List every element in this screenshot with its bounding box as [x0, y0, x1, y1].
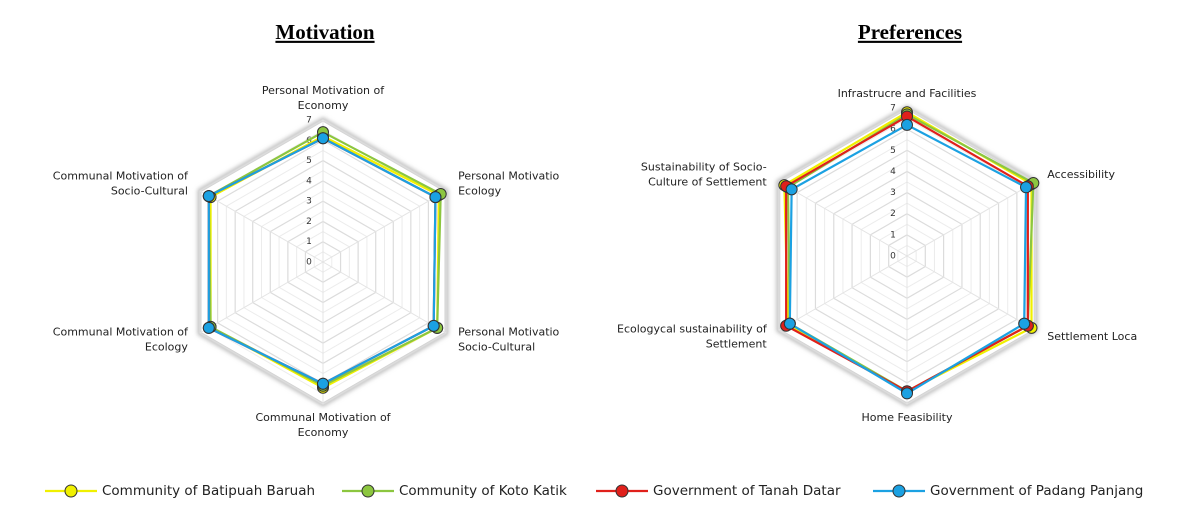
- marker: [785, 183, 798, 196]
- r-tick-label: 4: [890, 167, 896, 177]
- r-tick-label: 1: [306, 237, 312, 247]
- axis-label: Settlement: [706, 338, 768, 351]
- spoke: [778, 255, 908, 331]
- chart-title: Motivation: [275, 20, 374, 44]
- r-tick-label: 6: [890, 125, 896, 135]
- r-tick-label: 2: [890, 209, 896, 219]
- axis-label: Settlement Loca: [1047, 330, 1137, 343]
- marker: [429, 191, 442, 204]
- axis-label: Personal Motivatio: [458, 170, 559, 183]
- axis-label: Socio-Cultural: [111, 185, 188, 198]
- spoke: [322, 190, 447, 263]
- marker: [202, 321, 215, 334]
- legend-text: Government of Padang Panjang: [930, 483, 1143, 499]
- r-tick-label: 0: [306, 258, 312, 268]
- marker: [202, 190, 215, 203]
- chart-title: Preferences: [858, 20, 962, 44]
- r-tick-label: 3: [890, 188, 896, 198]
- spoke: [199, 190, 324, 263]
- spoke: [778, 181, 908, 257]
- r-tick-label: 0: [890, 252, 896, 262]
- axis-label: Communal Motivation of: [53, 170, 189, 183]
- marker: [317, 377, 329, 390]
- legend-marker: [892, 484, 906, 498]
- axis-label: Ecology: [458, 185, 501, 198]
- marker: [783, 317, 796, 330]
- axis-label: Socio-Cultural: [458, 341, 535, 354]
- axis-label: Accessibility: [1047, 168, 1115, 181]
- r-tick-label: 5: [306, 156, 312, 166]
- spoke: [906, 181, 1036, 257]
- axis-label: Infrastrucre and Facilities: [838, 87, 977, 100]
- legend-text: Government of Tanah Datar: [653, 483, 841, 499]
- axis-label: Economy: [298, 426, 349, 439]
- marker: [1018, 317, 1031, 330]
- marker: [901, 118, 913, 131]
- axis-label: Personal Motivation of: [262, 84, 385, 97]
- r-tick-label: 7: [890, 104, 896, 114]
- legend-marker: [361, 484, 375, 498]
- r-tick-label: 4: [306, 176, 312, 186]
- spoke: [906, 255, 1036, 331]
- axis-label: Culture of Settlement: [648, 176, 767, 189]
- axis-label: Ecologycal sustainability of: [617, 323, 768, 336]
- axis-label: Communal Motivation of: [255, 411, 391, 424]
- legend-marker: [64, 484, 78, 498]
- r-tick-label: 7: [306, 116, 312, 126]
- axis-label: Sustainability of Socio-: [641, 161, 767, 174]
- axis-label: Ecology: [145, 341, 188, 354]
- legend-marker: [615, 484, 629, 498]
- marker: [901, 387, 913, 400]
- r-tick-label: 2: [306, 217, 312, 227]
- axis-label: Economy: [298, 99, 349, 112]
- axis-label: Home Feasibility: [862, 411, 953, 424]
- spoke: [322, 261, 447, 334]
- r-tick-label: 5: [890, 146, 896, 156]
- legend-text: Community of Batipuah Baruah: [102, 483, 315, 499]
- spoke: [199, 261, 324, 334]
- marker: [317, 132, 329, 145]
- axis-label: Personal Motivatio: [458, 326, 559, 339]
- marker: [1020, 181, 1033, 194]
- legend-text: Community of Koto Katik: [399, 483, 567, 499]
- marker: [427, 319, 440, 332]
- r-tick-label: 1: [890, 230, 896, 240]
- r-tick-label: 3: [306, 197, 312, 207]
- axis-label: Communal Motivation of: [53, 326, 189, 339]
